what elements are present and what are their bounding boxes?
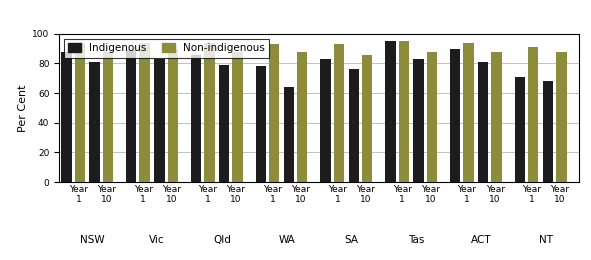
Text: SA: SA xyxy=(345,235,359,245)
Text: Tas: Tas xyxy=(408,235,424,245)
Bar xyxy=(256,66,266,182)
Text: WA: WA xyxy=(278,235,295,245)
Bar xyxy=(362,55,372,182)
Bar xyxy=(543,81,553,182)
Bar xyxy=(284,87,294,182)
Bar xyxy=(126,50,137,182)
Bar xyxy=(154,59,165,182)
Text: NSW: NSW xyxy=(80,235,105,245)
Bar xyxy=(427,51,437,182)
Legend: Indigenous, Non-indigenous: Indigenous, Non-indigenous xyxy=(64,39,269,57)
Bar xyxy=(385,41,395,182)
Bar xyxy=(103,51,113,182)
Text: ACT: ACT xyxy=(471,235,491,245)
Bar xyxy=(334,44,344,182)
Bar xyxy=(413,59,424,182)
Bar xyxy=(478,62,489,182)
Bar xyxy=(450,49,460,182)
Bar xyxy=(515,77,525,182)
Text: Vic: Vic xyxy=(150,235,165,245)
Bar xyxy=(61,51,72,182)
Bar xyxy=(349,69,359,182)
Bar xyxy=(398,41,409,182)
Bar xyxy=(139,43,150,182)
Bar xyxy=(297,51,307,182)
Bar xyxy=(463,43,473,182)
Bar xyxy=(168,49,178,182)
Bar xyxy=(204,43,215,182)
Bar xyxy=(89,62,100,182)
Bar xyxy=(492,51,502,182)
Text: NT: NT xyxy=(539,235,553,245)
Bar xyxy=(219,65,229,182)
Bar xyxy=(556,51,567,182)
Bar xyxy=(320,59,331,182)
Bar xyxy=(74,43,85,182)
Bar xyxy=(269,44,280,182)
Text: Qld: Qld xyxy=(213,235,231,245)
Y-axis label: Per Cent: Per Cent xyxy=(18,84,28,132)
Bar xyxy=(191,55,202,182)
Bar xyxy=(232,51,243,182)
Bar xyxy=(528,47,538,182)
